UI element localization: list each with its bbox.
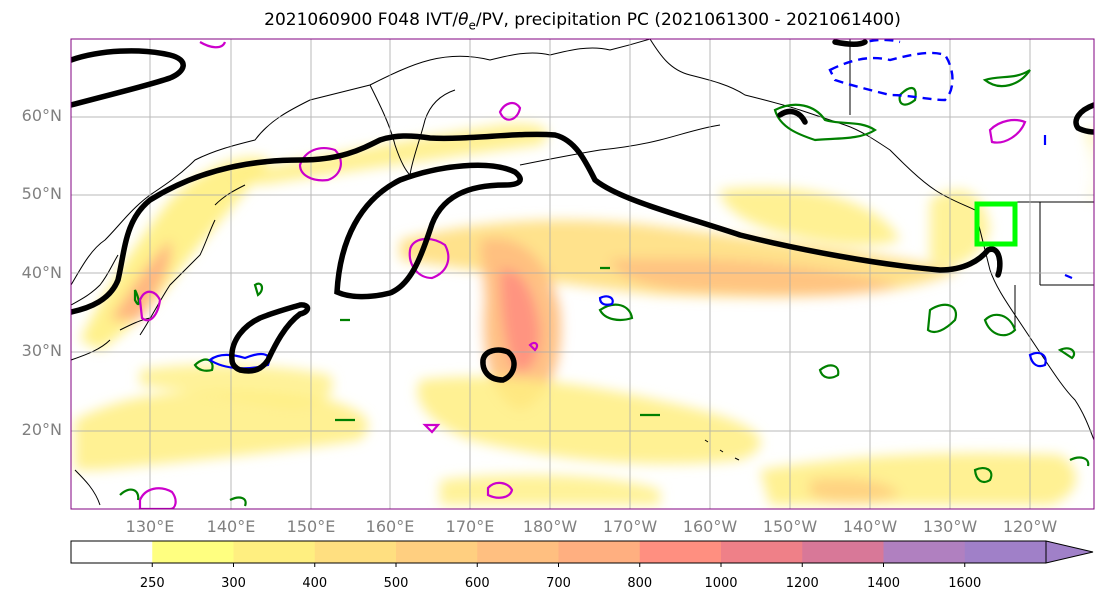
blue-contours (208, 135, 1073, 370)
lon-label-140w: 140°W (842, 517, 898, 536)
lon-label-140e: 140°E (206, 517, 256, 536)
lat-label-20n: 20°N (21, 420, 62, 439)
title-text-2: /PV, precipitation PC (2021061300 - 2021… (475, 10, 901, 30)
lat-label-30n: 30°N (21, 341, 62, 360)
highlight-box (974, 201, 1018, 247)
lat-label-40n: 40°N (21, 263, 62, 282)
lon-label-130e: 130°E (125, 517, 175, 536)
lon-label-160w: 160°W (682, 517, 738, 536)
colorbar-tick-label: 1000 (704, 576, 738, 591)
colorbar-tick-label: 1600 (948, 576, 982, 591)
lon-label-150e: 150°E (286, 517, 336, 536)
map-title: 2021060900 F048 IVT/θe/PV, precipitation… (0, 10, 1105, 32)
colorbar-tick-label: 700 (546, 576, 571, 591)
colorbar-tick-label: 600 (464, 576, 490, 591)
black-contours (71, 39, 1094, 383)
colorbar-tick-label: 400 (302, 576, 328, 591)
colorbar-tick-label: 500 (383, 576, 409, 591)
colorbar-segment (883, 541, 966, 563)
colorbar-tick-label: 1200 (785, 576, 819, 591)
colorbar-segment (314, 541, 397, 563)
lon-label-160e: 160°E (365, 517, 415, 536)
green-contours (119, 69, 1090, 507)
map-layers (71, 39, 1094, 509)
lon-label-120w: 120°W (1002, 517, 1058, 536)
colorbar-segment (477, 541, 559, 563)
magenta-contours (138, 41, 1027, 509)
map-frame (70, 38, 1095, 510)
colorbar-segment (964, 541, 1047, 563)
colorbar-tick-label: 1400 (866, 576, 901, 591)
colorbar-segment (71, 541, 153, 563)
title-text-1: 2021060900 F048 IVT/ (264, 10, 459, 30)
colorbar-segment (802, 541, 884, 563)
colorbar-tick-label: 800 (627, 576, 653, 591)
lon-label-150w: 150°W (762, 517, 818, 536)
lon-label-170e: 170°E (445, 517, 495, 536)
lat-label-50n: 50°N (21, 184, 62, 203)
colorbar-extend-arrow (1045, 540, 1094, 564)
title-theta: θ (458, 10, 469, 30)
colorbar-segment (639, 541, 722, 563)
coastlines (71, 39, 1094, 506)
colorbar-segment (233, 541, 316, 563)
lat-label-60n: 60°N (21, 106, 62, 125)
colorbar-tick-label: 250 (139, 576, 165, 591)
lon-label-170w: 170°W (602, 517, 658, 536)
colorbar-segment (396, 541, 478, 563)
lon-label-180w: 180°W (522, 517, 578, 536)
lon-label-130w: 130°W (922, 517, 978, 536)
gridlines (71, 39, 1094, 509)
colorbar-segment (152, 541, 234, 563)
colorbar-segment (558, 541, 641, 563)
ivt-shading (75, 123, 1094, 505)
colorbar (70, 540, 1094, 567)
title-theta-subscript: e (468, 18, 476, 33)
colorbar-segment (721, 541, 803, 563)
colorbar-tick-label: 300 (221, 576, 246, 591)
